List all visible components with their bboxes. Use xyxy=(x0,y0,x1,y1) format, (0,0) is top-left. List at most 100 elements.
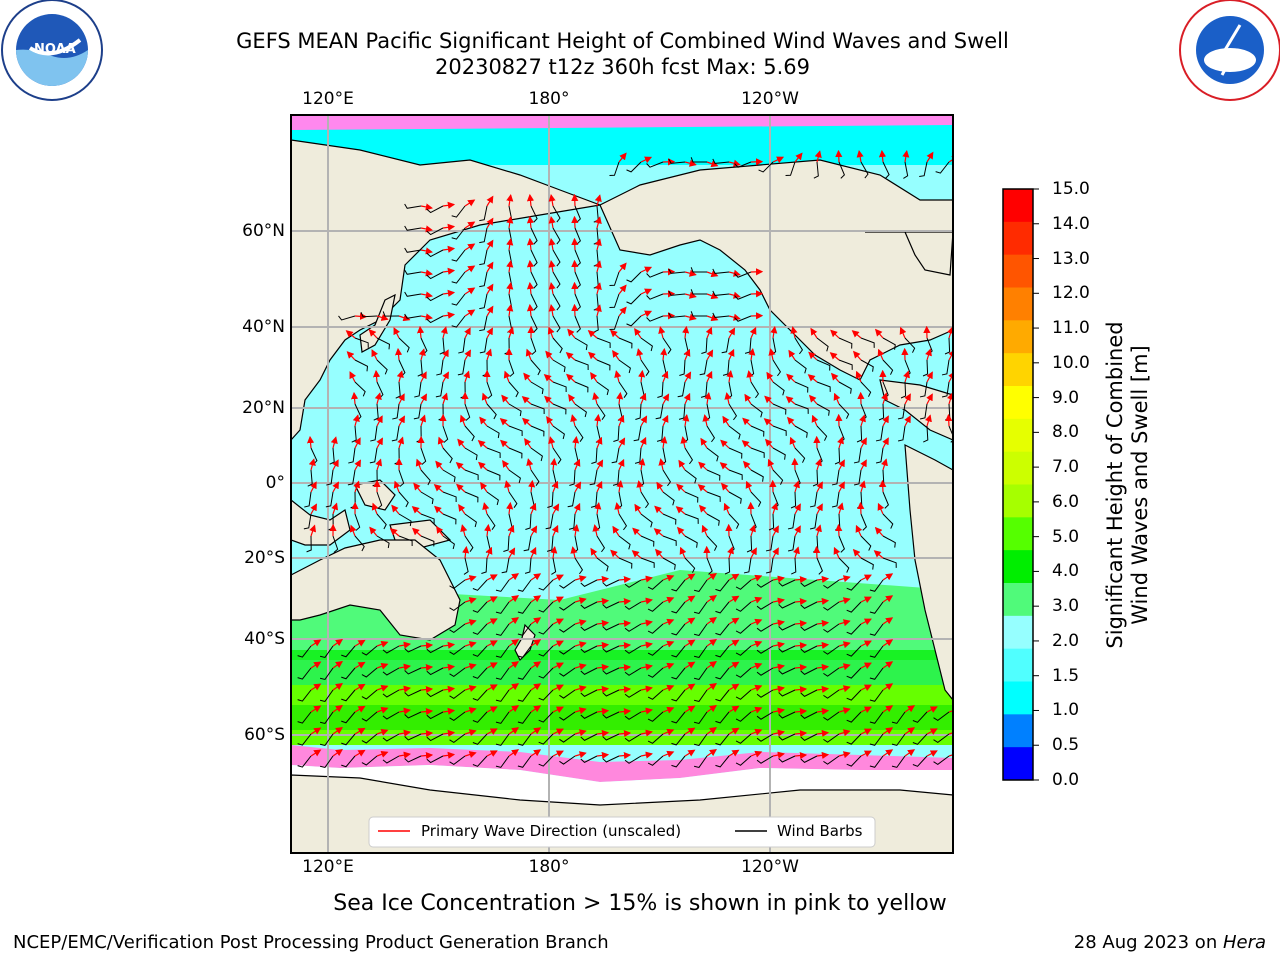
wave-direction-arrow xyxy=(742,417,752,427)
wave-direction-arrow xyxy=(486,239,494,251)
wave-direction-arrow xyxy=(794,641,808,650)
lon-label-top-180: 180° xyxy=(528,89,570,109)
wind-barb xyxy=(846,733,862,745)
wind-barb xyxy=(404,733,422,741)
wind-barb xyxy=(569,469,576,486)
wind-barb xyxy=(794,425,808,438)
wind-barb xyxy=(823,645,840,655)
wind-barb xyxy=(662,491,675,506)
wave-direction-arrow xyxy=(684,683,696,691)
wave-direction-arrow xyxy=(680,436,688,449)
wave-direction-arrow xyxy=(391,504,400,515)
wind-barb xyxy=(602,755,620,763)
wave-direction-arrow xyxy=(508,639,520,647)
wind-barb xyxy=(602,689,620,697)
wave-direction-arrow xyxy=(332,459,339,471)
wind-barb xyxy=(361,689,378,700)
wave-direction-arrow xyxy=(640,685,653,693)
wind-barb xyxy=(517,689,532,702)
wind-barb xyxy=(647,755,664,766)
wind-barb xyxy=(715,689,730,702)
wave-direction-arrow xyxy=(833,392,841,405)
wave-direction-arrow xyxy=(486,706,498,713)
wave-direction-arrow xyxy=(552,574,564,582)
wind-barb xyxy=(602,601,620,609)
colorbar-tick-label: 8.0 xyxy=(1052,422,1080,443)
wave-direction-arrow xyxy=(574,597,587,605)
wave-direction-arrow xyxy=(420,291,433,299)
wind-barb xyxy=(613,425,620,442)
wind-barb xyxy=(486,491,499,506)
wave-direction-arrow xyxy=(376,437,383,449)
wind-barb xyxy=(426,755,444,764)
wave-direction-arrow xyxy=(506,501,514,515)
wave-direction-arrow xyxy=(354,661,366,669)
wind-barb xyxy=(715,579,730,592)
wave-direction-arrow xyxy=(442,641,456,649)
wave-direction-arrow xyxy=(396,370,404,383)
wind-barb xyxy=(517,711,532,724)
wind-barb xyxy=(624,689,642,698)
colorbar-segment xyxy=(1003,714,1033,748)
wind-barb xyxy=(869,645,884,658)
wave-direction-arrow xyxy=(794,707,808,716)
wind-barb xyxy=(530,293,538,311)
wave-direction-arrow xyxy=(594,194,602,207)
wave-direction-arrow xyxy=(618,437,626,449)
wave-direction-arrow xyxy=(508,705,520,713)
wave-direction-arrow xyxy=(772,641,785,649)
wave-direction-arrow xyxy=(508,547,516,559)
wind-barb xyxy=(677,381,686,398)
wave-direction-arrow xyxy=(594,501,602,515)
wave-direction-arrow xyxy=(506,259,514,273)
wave-direction-arrow xyxy=(706,573,717,581)
wave-direction-arrow xyxy=(530,705,542,713)
wind-barb xyxy=(912,711,928,723)
wind-barb xyxy=(517,755,532,768)
wind-barb xyxy=(508,425,523,436)
wave-direction-arrow xyxy=(770,325,778,339)
wind-barb xyxy=(846,689,862,701)
wave-direction-arrow xyxy=(596,575,610,583)
wave-direction-arrow xyxy=(486,618,498,625)
wave-direction-arrow xyxy=(442,707,456,715)
wind-barb xyxy=(404,203,422,209)
wind-barb xyxy=(706,513,720,526)
wind-barb xyxy=(800,755,818,763)
wind-barb xyxy=(809,513,818,530)
wind-barb xyxy=(472,689,488,701)
wind-barb xyxy=(326,469,334,486)
wave-direction-arrow xyxy=(860,706,872,714)
wind-barb xyxy=(508,447,523,459)
colorbar-segment xyxy=(1003,386,1033,420)
wind-barb xyxy=(361,711,378,722)
wind-barb xyxy=(693,755,708,769)
wave-direction-arrow xyxy=(594,282,602,295)
wind-barb xyxy=(693,733,708,747)
wave-direction-arrow xyxy=(926,728,938,735)
wave-direction-arrow xyxy=(574,641,587,649)
wind-barb xyxy=(728,469,743,480)
wave-direction-arrow xyxy=(925,348,932,361)
wave-direction-arrow xyxy=(684,371,692,383)
wind-barb xyxy=(449,689,466,700)
wind-barb xyxy=(728,491,742,504)
wave-direction-arrow xyxy=(440,326,448,339)
wave-direction-arrow xyxy=(855,370,863,383)
wave-direction-arrow xyxy=(349,371,356,383)
wind-barb xyxy=(794,403,809,414)
wind-barb xyxy=(404,755,422,763)
wind-barb xyxy=(370,425,378,442)
wave-direction-arrow xyxy=(460,524,468,537)
wind-barb xyxy=(404,667,422,675)
wave-direction-arrow xyxy=(596,729,610,737)
nws-logo xyxy=(1179,0,1280,101)
wind-barb xyxy=(464,491,479,503)
wind-barb xyxy=(646,271,664,278)
wave-direction-arrow xyxy=(486,574,498,581)
wave-band-4m xyxy=(291,650,953,690)
wave-direction-arrow xyxy=(590,547,598,559)
wind-barb xyxy=(778,755,796,763)
wave-direction-arrow xyxy=(442,663,456,671)
wave-direction-arrow xyxy=(506,193,514,207)
